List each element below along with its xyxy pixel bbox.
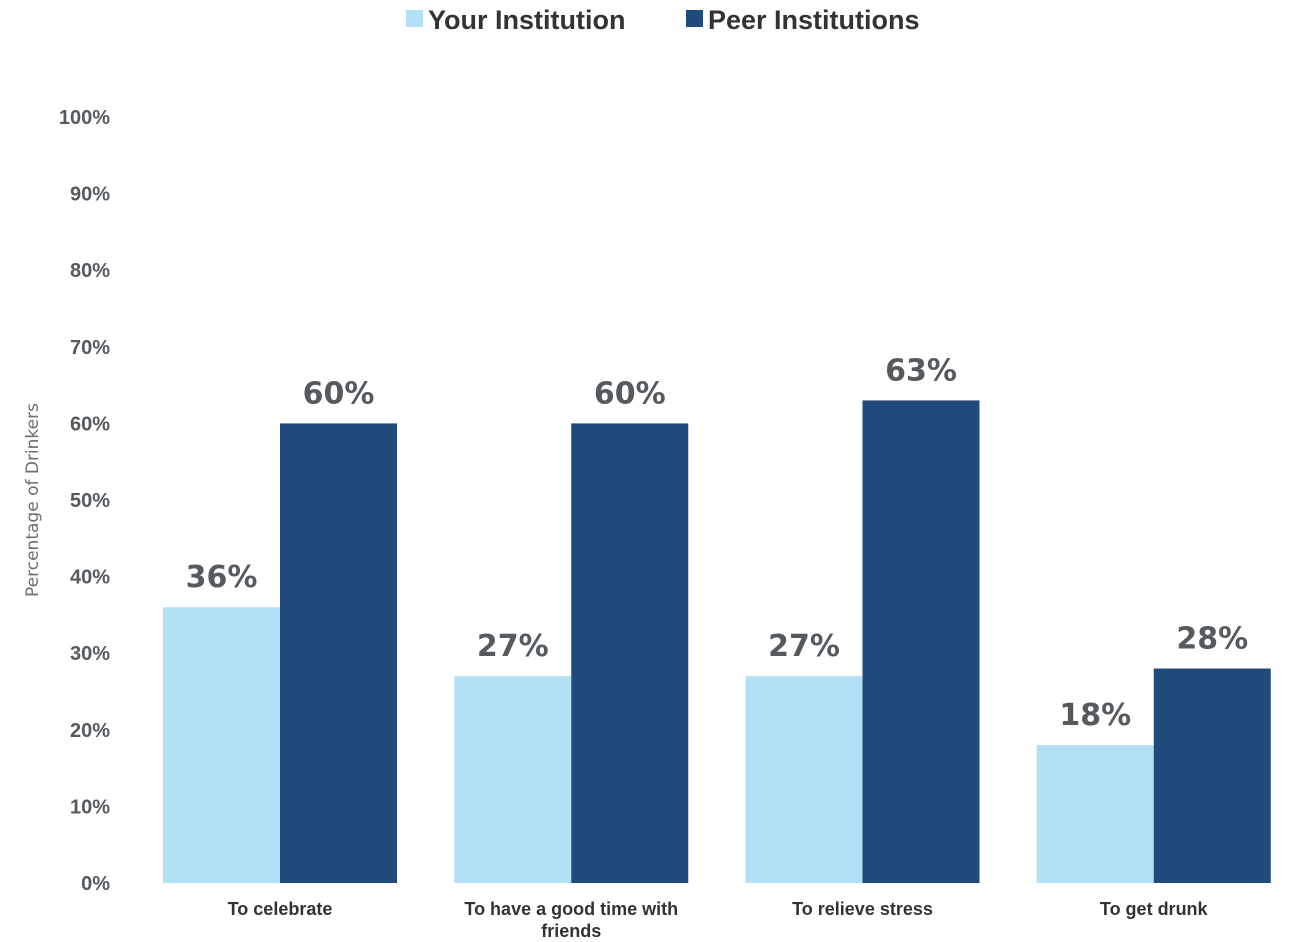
- legend-label: Peer Institutions: [708, 5, 920, 35]
- bars: [163, 400, 1271, 883]
- y-tick-label: 40%: [70, 567, 110, 589]
- x-category-label: To have a good time with: [464, 899, 678, 919]
- x-axis-categories: To celebrate To have a good time withfrie…: [228, 899, 1209, 941]
- y-tick-label: 20%: [70, 720, 110, 742]
- x-category-label: To relieve stress: [792, 899, 933, 919]
- y-tick-label: 60%: [70, 413, 110, 435]
- data-label: 18%: [1059, 698, 1131, 733]
- y-tick-label: 90%: [70, 184, 110, 206]
- y-axis-label: Percentage of Drinkers: [23, 403, 43, 597]
- x-category-label: friends: [541, 921, 601, 941]
- bar-your-institution: [1036, 745, 1154, 883]
- legend-swatch: [406, 10, 423, 27]
- bar-peer-institutions: [571, 423, 689, 883]
- y-tick-label: 50%: [70, 490, 110, 512]
- data-label: 27%: [768, 629, 840, 664]
- legend-swatch: [686, 10, 703, 27]
- y-tick-label: 100%: [59, 107, 110, 129]
- legend-label: Your Institution: [428, 5, 625, 35]
- bar-peer-institutions: [862, 400, 980, 883]
- y-tick-label: 70%: [70, 337, 110, 359]
- y-tick-label: 10%: [70, 796, 110, 818]
- bar-your-institution: [745, 676, 863, 883]
- data-label: 63%: [885, 353, 957, 388]
- data-label: 60%: [303, 376, 375, 411]
- x-category-label: To get drunk: [1100, 899, 1209, 919]
- legend: Your Institution Peer Institutions: [406, 5, 920, 35]
- y-tick-label: 0%: [81, 873, 110, 895]
- data-labels: 36% 60% 27% 60% 27% 63% 18% 28%: [186, 353, 1249, 733]
- data-label: 36%: [186, 560, 258, 595]
- data-label: 60%: [594, 376, 666, 411]
- bar-peer-institutions: [280, 423, 397, 883]
- bar-your-institution: [454, 676, 572, 883]
- data-label: 27%: [477, 629, 549, 664]
- y-axis-ticks: 0% 10% 20% 30% 40% 50% 60% 70% 80% 90% 100%: [59, 107, 110, 895]
- y-tick-label: 80%: [70, 260, 110, 282]
- data-label: 28%: [1176, 622, 1248, 657]
- bar-peer-institutions: [1153, 668, 1271, 883]
- bar-your-institution: [163, 607, 280, 883]
- x-category-label: To celebrate: [228, 899, 333, 919]
- y-tick-label: 30%: [70, 643, 110, 665]
